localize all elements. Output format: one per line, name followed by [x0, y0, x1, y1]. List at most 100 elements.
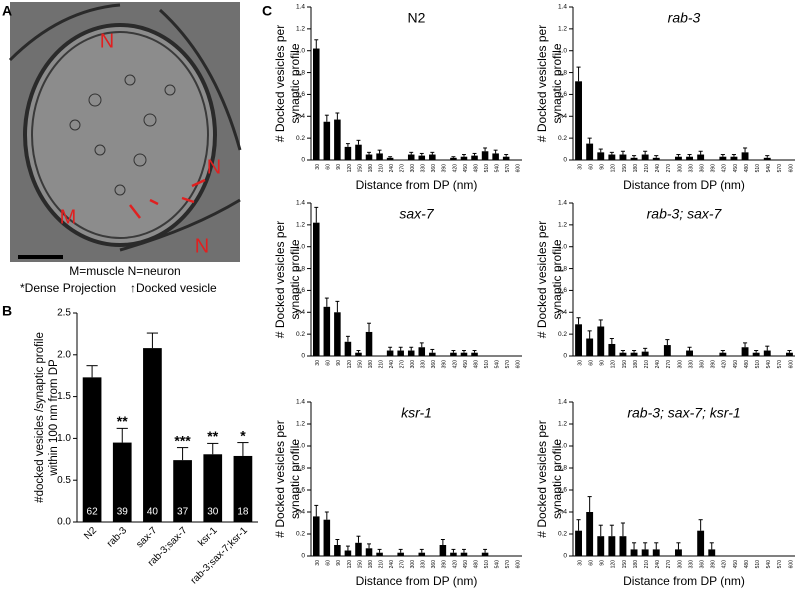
y-tick-label: 0.8 [558, 69, 567, 76]
bar [619, 352, 627, 356]
y-tick-label: 1.0 [57, 433, 71, 444]
bar [418, 552, 426, 556]
bar [719, 156, 727, 160]
x-tick-label: 360 [699, 560, 705, 569]
x-tick-label: 600 [516, 360, 522, 369]
x-tick-label: 450 [463, 164, 469, 173]
x-tick-label: 390 [442, 360, 448, 369]
x-tick-label: 300 [677, 164, 683, 173]
panel-label: A [2, 3, 12, 19]
bar [675, 156, 682, 160]
y-tick-label: 0.6 [558, 91, 567, 98]
bar [429, 154, 436, 160]
significance-label: * [240, 427, 246, 443]
x-tick-label: 60 [326, 164, 332, 170]
bar [334, 119, 341, 160]
y-axis-label: synaptic profile [550, 239, 564, 319]
x-tick-label: 120 [347, 164, 353, 173]
x-tick-label: 450 [733, 164, 739, 173]
x-tick-label: 270 [400, 360, 406, 369]
legend-text: *Dense Projection [20, 281, 116, 295]
n-label: 39 [117, 507, 129, 518]
bar [450, 157, 457, 160]
y-tick-label: 1.2 [296, 26, 305, 33]
x-tick-label: 480 [744, 560, 750, 569]
x-tick-label: 180 [368, 560, 374, 569]
y-tick-label: 1.2 [296, 421, 305, 428]
chart-title: N2 [408, 10, 426, 26]
y-tick-label: 1.0 [558, 47, 567, 54]
x-tick-label: 540 [494, 560, 500, 569]
x-tick-label: 510 [484, 164, 490, 173]
x-axis-label: Distance from DP (nm) [623, 178, 745, 192]
x-tick-label: rab-3;sax-7;ksr-1 [189, 525, 251, 587]
y-tick-label: 1.4 [296, 399, 305, 406]
bar [323, 121, 331, 160]
x-tick-label: 60 [588, 164, 594, 170]
x-tick-label: 450 [463, 360, 469, 369]
x-tick-label: 570 [505, 360, 511, 369]
x-tick-label: sax-7 [134, 525, 159, 550]
y-axis-label: # Docked vesicles per [273, 221, 287, 338]
x-tick-label: 180 [368, 360, 374, 369]
y-axis-label: # Docked vesicles per [535, 221, 549, 338]
x-tick-label: 210 [378, 164, 384, 173]
x-tick-label: 210 [644, 164, 650, 173]
y-tick-label: 0 [563, 353, 567, 360]
y-tick-label: 0 [563, 553, 567, 560]
x-tick-label: 210 [644, 360, 650, 369]
bar [575, 324, 582, 356]
x-tick-label: 90 [600, 360, 606, 366]
bar [597, 326, 605, 356]
y-tick-label: 0.2 [558, 531, 567, 538]
x-tick-label: 270 [400, 164, 406, 173]
x-tick-label: 510 [755, 360, 761, 369]
bar [355, 352, 362, 356]
x-tick-label: 600 [516, 164, 522, 173]
x-tick-label: 30 [577, 360, 583, 366]
x-tick-label: 90 [600, 560, 606, 566]
bar [450, 552, 457, 556]
bar [376, 552, 383, 556]
significance-label: ** [117, 413, 128, 429]
bar [697, 530, 705, 556]
x-tick-label: 420 [722, 360, 728, 369]
region-label: N [195, 235, 209, 257]
x-tick-label: 390 [442, 560, 448, 569]
n-label: 30 [207, 507, 219, 518]
bar [450, 352, 457, 356]
significance-label: *** [174, 432, 191, 448]
bar [418, 155, 426, 160]
x-tick-label: 480 [744, 360, 750, 369]
bar [708, 549, 716, 556]
x-tick-label: 510 [484, 360, 490, 369]
y-tick-label: 0.8 [296, 69, 305, 76]
y-axis-label: synaptic profile [288, 439, 302, 519]
x-tick-label: ksr-1 [196, 525, 220, 549]
bar [730, 156, 738, 160]
x-tick-label: 300 [677, 560, 683, 569]
x-tick-label: 270 [666, 164, 672, 173]
x-tick-label: 30 [315, 164, 321, 170]
y-tick-label: 0.8 [558, 265, 567, 272]
y-tick-label: 1.2 [558, 421, 567, 428]
bar [460, 156, 468, 160]
bar [597, 152, 605, 160]
x-tick-label: 540 [766, 560, 772, 569]
x-tick-label: 90 [600, 164, 606, 170]
n-label: 37 [177, 507, 189, 518]
bar [407, 350, 415, 356]
n-label: 40 [147, 507, 159, 518]
bar [719, 352, 727, 356]
x-tick-label: 150 [622, 360, 628, 369]
y-tick-label: 0.2 [296, 531, 305, 538]
bar [586, 143, 594, 160]
y-tick-label: 0.6 [558, 487, 567, 494]
micrograph [8, 2, 242, 262]
bar [334, 312, 341, 356]
x-tick-label: 570 [777, 560, 783, 569]
x-tick-label: 180 [633, 360, 639, 369]
bar [112, 442, 132, 522]
y-tick-label: 0.2 [296, 331, 305, 338]
